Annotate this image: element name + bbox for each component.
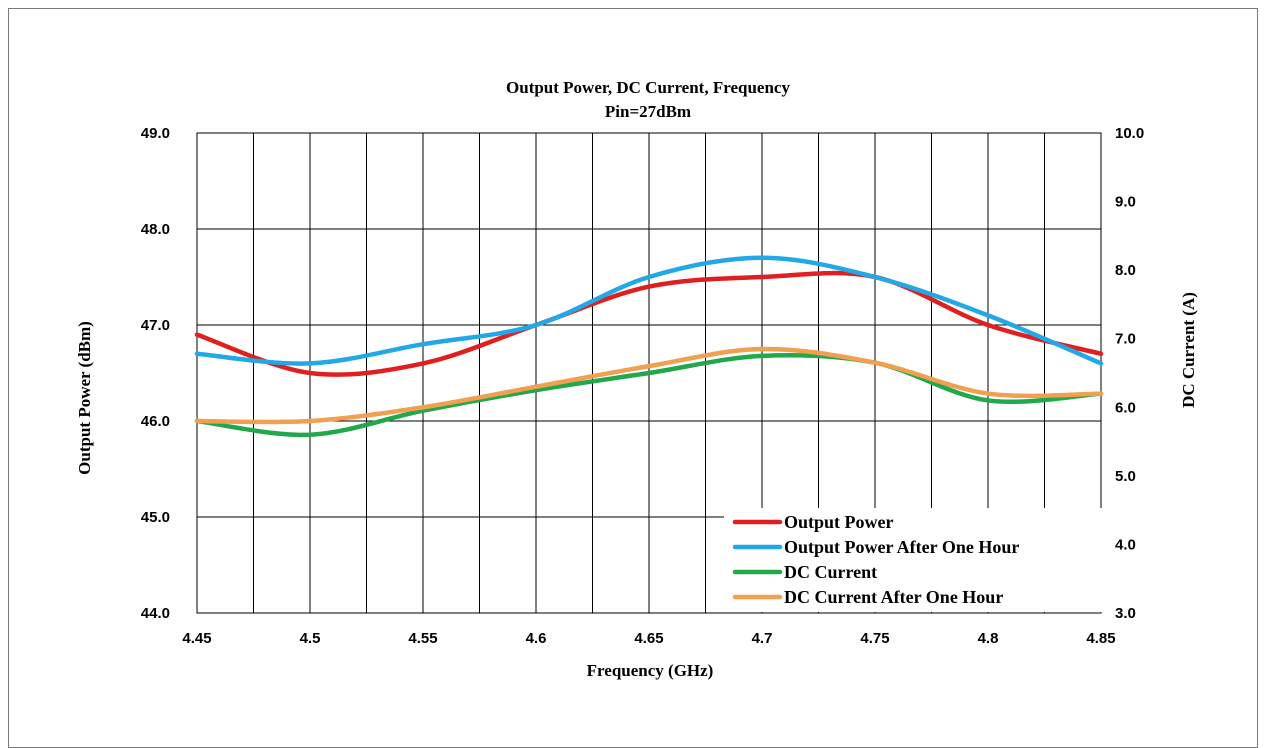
x-tick-label: 4.45 <box>182 630 211 647</box>
y-right-tick-label: 10.0 <box>1115 125 1144 142</box>
legend-label: DC Current After One Hour <box>784 587 1003 607</box>
y-axis-left-label: Output Power (dBm) <box>75 321 94 475</box>
y-axis-right-label: DC Current (A) <box>1179 292 1198 408</box>
y-right-tick-label: 3.0 <box>1115 605 1136 622</box>
y-right-tick-label: 6.0 <box>1115 399 1136 416</box>
x-tick-label: 4.75 <box>860 630 889 647</box>
legend-label: Output Power <box>784 512 894 532</box>
series-line-0 <box>194 270 1104 377</box>
chart-frame <box>8 8 1258 748</box>
y-right-tick-label: 7.0 <box>1115 331 1136 348</box>
x-tick-label: 4.55 <box>408 630 437 647</box>
y-left-tick-label: 46.0 <box>141 413 170 430</box>
x-tick-label: 4.6 <box>526 630 547 647</box>
chart-title: Output Power, DC Current, Frequency <box>506 78 790 97</box>
x-tick-label: 4.8 <box>978 630 999 647</box>
series-line-3 <box>194 346 1104 425</box>
legend: Output Power Output Power After One Hour D… <box>724 508 1102 612</box>
legend-box <box>724 508 1102 612</box>
legend-label: DC Current <box>784 562 877 582</box>
x-axis-label: Frequency (GHz) <box>587 661 714 680</box>
y-right-tick-label: 4.0 <box>1115 536 1136 553</box>
y-left-tick-label: 45.0 <box>141 509 170 526</box>
y-left-tick-label: 49.0 <box>141 125 170 142</box>
y-left-tick-label: 44.0 <box>141 605 170 622</box>
x-tick-label: 4.65 <box>634 630 663 647</box>
y-left-tick-label: 48.0 <box>141 221 170 238</box>
y-right-tick-label: 8.0 <box>1115 262 1136 279</box>
legend-label: Output Power After One Hour <box>784 537 1019 557</box>
series-lines <box>194 255 1104 438</box>
y-right-tick-label: 5.0 <box>1115 468 1136 485</box>
x-tick-label: 4.7 <box>752 630 773 647</box>
y-right-tick-label: 9.0 <box>1115 194 1136 211</box>
series-line-2 <box>194 352 1104 438</box>
x-tick-label: 4.85 <box>1086 630 1115 647</box>
chart-subtitle: Pin=27dBm <box>605 102 691 121</box>
y-left-tick-label: 47.0 <box>141 317 170 334</box>
x-tick-label: 4.5 <box>300 630 321 647</box>
series-line-1 <box>194 255 1104 366</box>
tick-labels: 4.45 4.5 4.55 4.6 4.65 4.7 4.75 4.8 4.85 44.0 45.0… <box>141 125 1144 647</box>
